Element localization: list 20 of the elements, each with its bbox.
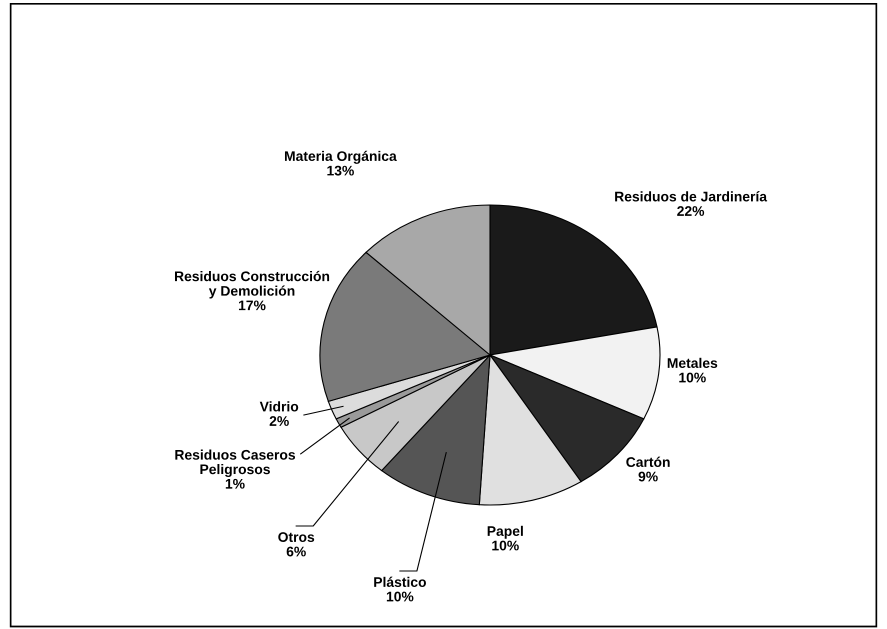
slice-label: Residuos de Jardinería <box>615 191 768 202</box>
slice-label: Papel <box>488 526 523 539</box>
slice-label: Otros <box>278 532 314 542</box>
data-label: 9% <box>638 472 658 482</box>
data-label: 1% <box>226 478 245 489</box>
data-label: 13% <box>327 166 354 176</box>
data-label: 10% <box>492 540 519 550</box>
slice-label: Residuos Construcción y Demolición <box>174 270 330 299</box>
data-label: 10% <box>679 372 706 382</box>
slice-label: Metales <box>668 358 718 368</box>
data-label: 22% <box>677 206 704 216</box>
slice-label: Cartón <box>626 456 670 467</box>
data-label: 2% <box>270 416 289 426</box>
slice-label: Plástico <box>374 576 426 587</box>
slice-label: Residuos Caseros Peligrosos <box>175 450 296 478</box>
slice-label: Vidrio <box>260 401 298 412</box>
slice-label: Materia Orgánica <box>284 150 397 164</box>
data-label: 6% <box>286 546 306 556</box>
data-label: 10% <box>386 592 414 602</box>
data-label: 17% <box>238 300 266 310</box>
